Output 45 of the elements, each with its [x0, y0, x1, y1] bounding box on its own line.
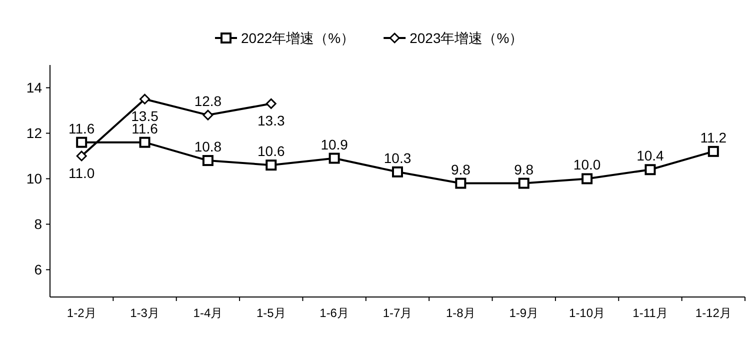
point — [202, 155, 214, 166]
point — [644, 164, 656, 176]
data-label: 9.8 — [514, 161, 534, 178]
data-label: 10.3 — [384, 150, 412, 166]
data-label: 11.2 — [700, 129, 727, 146]
data-label: 10.0 — [573, 156, 601, 173]
data-label: 10.6 — [258, 143, 285, 160]
x-tick-label: 1-3月 — [130, 306, 160, 320]
legend-label: 2023年增速（%） — [410, 30, 524, 46]
x-tick-label: 1-5月 — [256, 306, 286, 320]
data-label: 9.8 — [450, 161, 471, 178]
x-tick-label: 1-8月 — [446, 306, 476, 320]
point — [76, 136, 88, 148]
x-tick-label: 1-7月 — [382, 306, 412, 320]
data-label: 10.8 — [194, 138, 222, 155]
point — [582, 173, 593, 184]
point — [139, 136, 150, 148]
x-tick-label: 1-10月 — [569, 306, 606, 320]
data-label: 10.4 — [636, 148, 664, 164]
legend-label: 2022年增速（%） — [241, 30, 355, 46]
point — [518, 178, 530, 189]
x-tick-label: 1-2月 — [66, 306, 96, 320]
x-tick-label: 1-9月 — [509, 306, 539, 320]
point — [266, 98, 276, 109]
y-tick-label: 10 — [26, 170, 42, 187]
y-tick-label: 14 — [26, 80, 42, 96]
data-label: 11.6 — [68, 120, 95, 136]
y-tick-label: 8 — [34, 216, 42, 232]
data-label: 13.3 — [258, 112, 285, 129]
point — [202, 110, 214, 120]
x-tick-label: 1-12月 — [695, 306, 732, 320]
point — [266, 160, 277, 171]
x-tick-label: 1-11月 — [632, 306, 668, 320]
data-label: 11.0 — [68, 164, 95, 181]
data-label: 12.8 — [194, 93, 222, 110]
x-tick-label: 1-4月 — [193, 306, 223, 320]
data-label: 10.9 — [320, 136, 348, 152]
y-tick-label: 6 — [34, 262, 42, 278]
point — [455, 178, 466, 189]
y-tick-label: 12 — [26, 125, 42, 142]
point — [328, 152, 340, 164]
x-tick-label: 1-6月 — [320, 306, 349, 320]
point — [392, 166, 403, 178]
point — [708, 146, 719, 157]
point — [140, 94, 150, 104]
